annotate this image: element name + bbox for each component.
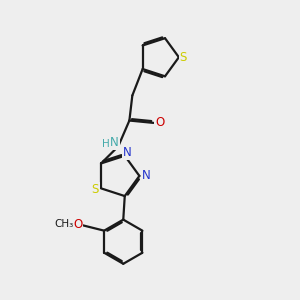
Text: N: N [123,146,132,159]
Text: CH₃: CH₃ [54,219,74,229]
Text: H: H [102,139,110,148]
Text: O: O [73,218,82,231]
Text: S: S [92,183,99,196]
Text: S: S [180,51,187,64]
Text: O: O [155,116,165,129]
Text: N: N [110,136,119,149]
Text: N: N [142,169,150,182]
